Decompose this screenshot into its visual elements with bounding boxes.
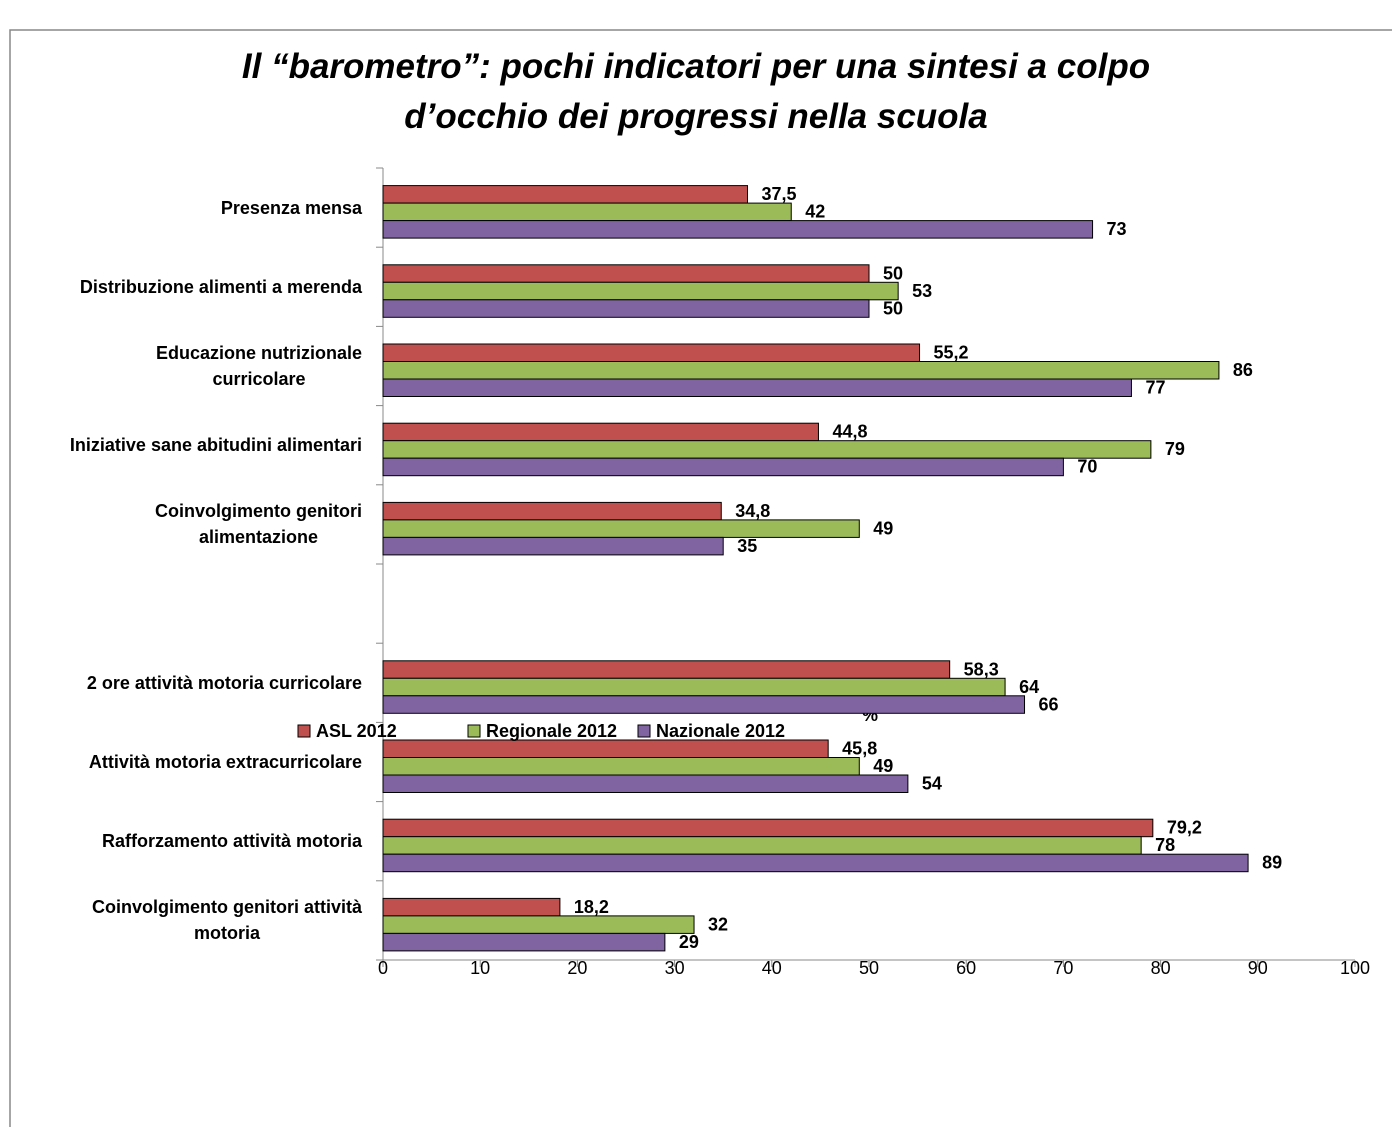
data-label: 53	[912, 281, 932, 301]
legend-swatch	[637, 724, 651, 738]
y-tick-label: Coinvolgimento genitori attività motoria	[91, 897, 362, 944]
data-label: 55,2	[934, 343, 969, 363]
x-tick-label: 60	[956, 958, 976, 978]
y-tick-label: 2 ore attività motoria curricolare	[86, 672, 362, 693]
data-label: 50	[883, 263, 903, 283]
bar	[382, 695, 1026, 714]
legend-label: Regionale 2012	[486, 721, 617, 741]
bar	[382, 853, 1249, 873]
bar	[382, 343, 921, 362]
bar	[382, 757, 860, 776]
data-label: 79	[1165, 439, 1185, 459]
data-label: 66	[1039, 694, 1059, 714]
x-tick-label: 100	[1340, 958, 1370, 978]
x-tick-label: 70	[1053, 958, 1073, 978]
legend-label: Nazionale 2012	[656, 721, 785, 741]
bar	[382, 202, 792, 222]
x-tick-label: 80	[1151, 958, 1171, 978]
data-label: 35	[737, 536, 757, 556]
data-label: 58,3	[964, 659, 999, 679]
bar	[382, 299, 870, 318]
x-tick-label: 30	[665, 958, 685, 978]
data-label: 44,8	[832, 422, 867, 442]
data-label: 70	[1077, 457, 1097, 477]
y-tick-label: Coinvolgimento genitori alimentazione	[155, 501, 362, 548]
data-label: 18,2	[574, 897, 609, 917]
bar	[382, 915, 695, 934]
legend-swatch	[297, 724, 311, 738]
y-tick-label: Attività motoria extracurricolare	[88, 752, 362, 772]
data-label: 49	[873, 756, 893, 776]
data-label: 64	[1019, 677, 1039, 697]
bar	[382, 774, 909, 793]
y-tick-label: Educazione nutrizionale curricolare	[155, 343, 362, 389]
x-tick-label: 0	[378, 958, 388, 978]
bar	[382, 220, 1094, 239]
bar	[382, 739, 829, 758]
data-label: 34,8	[735, 501, 770, 521]
y-tick-label: Presenza mensa	[220, 197, 362, 218]
bar	[382, 281, 899, 301]
data-label: 29	[679, 932, 699, 952]
legend-swatch	[467, 724, 481, 738]
x-tick-label: 50	[859, 958, 879, 978]
data-label: 86	[1233, 360, 1253, 380]
bar	[382, 422, 819, 442]
chart-title: Il “barometro”: pochi indicatori per una…	[241, 47, 1151, 136]
data-label: 42	[805, 202, 825, 222]
bar	[382, 457, 1064, 477]
bar	[382, 836, 1142, 855]
bar	[382, 264, 870, 283]
data-label: 89	[1262, 853, 1282, 873]
data-label: 78	[1155, 835, 1175, 855]
data-label: 50	[883, 298, 903, 318]
x-tick-label: 90	[1248, 958, 1268, 978]
y-tick-label: Iniziative sane abitudini alimentari	[69, 435, 362, 456]
data-label: 77	[1145, 378, 1165, 398]
bar	[382, 361, 1220, 380]
chart-border	[9, 29, 1392, 1127]
data-label: 79,2	[1167, 818, 1202, 838]
bar	[382, 519, 860, 538]
bar	[382, 501, 722, 521]
bar	[382, 185, 748, 204]
x-tick-label: 40	[762, 958, 782, 978]
y-tick-label: Rafforzamento attività motoria	[101, 831, 362, 852]
data-label: 32	[708, 914, 728, 934]
x-tick-label: 20	[567, 958, 587, 978]
legend-label: ASL 2012	[316, 721, 397, 741]
bar	[382, 660, 951, 679]
y-tick-label: Distribuzione alimenti a merenda	[79, 276, 362, 297]
data-label: 73	[1107, 219, 1127, 239]
bar	[382, 440, 1152, 459]
data-label: 37,5	[762, 184, 797, 204]
data-label: 45,8	[842, 739, 877, 759]
bar	[382, 818, 1154, 838]
bar	[382, 932, 666, 952]
x-tick-label: 10	[470, 958, 490, 978]
bar	[382, 378, 1132, 397]
bar	[382, 677, 1006, 697]
data-label: 49	[873, 518, 893, 538]
data-label: 54	[922, 774, 942, 794]
bar	[382, 536, 724, 556]
bar	[382, 897, 561, 917]
